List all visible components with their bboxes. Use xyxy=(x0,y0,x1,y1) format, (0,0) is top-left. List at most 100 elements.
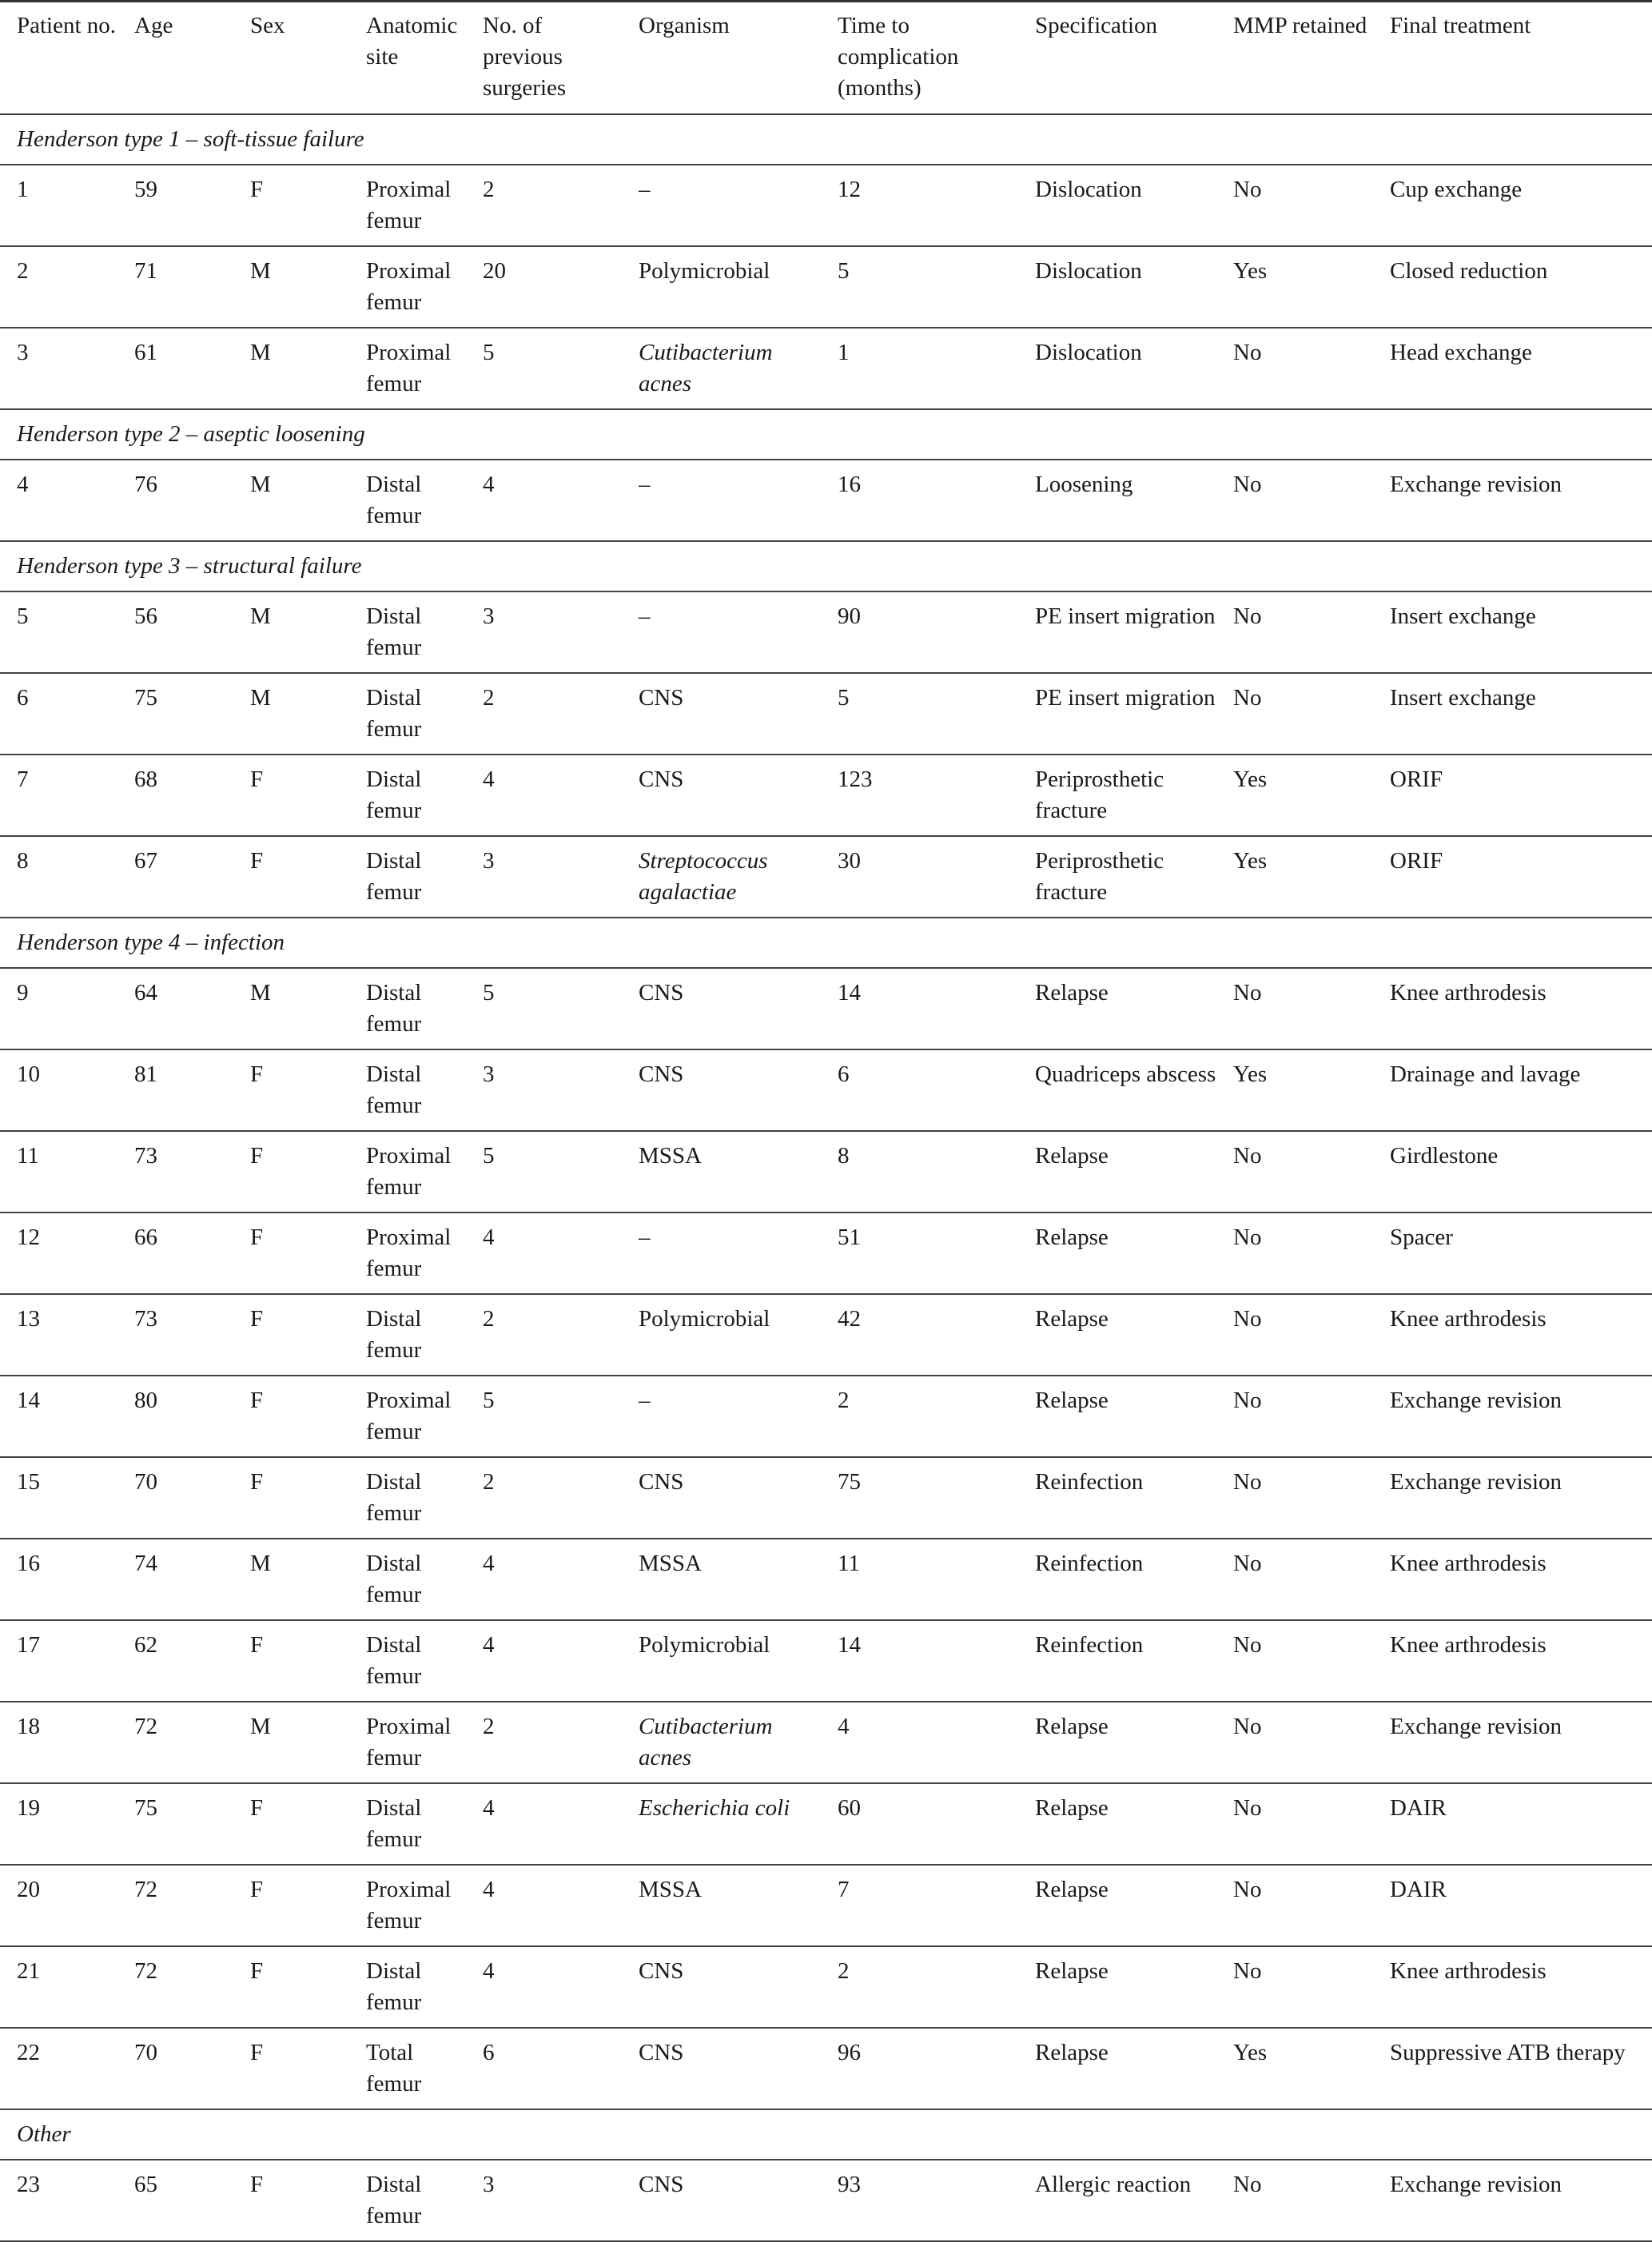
cell-previous-surgeries: 3 xyxy=(483,603,495,629)
cell-anatomic-site: Proximal femur xyxy=(366,177,452,233)
cell-patient-no: 12 xyxy=(17,1225,40,1250)
cell-age: 75 xyxy=(134,685,157,711)
cell-final-treatment: Closed reduction xyxy=(1390,258,1548,284)
cell-mmp-retained: Yes xyxy=(1233,848,1268,874)
table-row: 23 65 F Distal femur 3 CNS 93 Allergic reaction… xyxy=(0,2160,1652,2241)
cell-previous-surgeries: 2 xyxy=(483,177,495,202)
cell-mmp-retained: No xyxy=(1233,980,1262,1006)
cell-final-treatment: Exchange revision xyxy=(1390,472,1562,497)
cell-sex: F xyxy=(250,767,264,792)
section-title: Henderson type 3 – structural failure xyxy=(17,553,362,579)
cell-specification: Dislocation xyxy=(1035,258,1142,284)
table-row: 21 72 F Distal femur 4 CNS 2 Relapse No Knee arth… xyxy=(0,1946,1652,2028)
cell-patient-no: 4 xyxy=(17,472,29,497)
cell-anatomic-site: Proximal femur xyxy=(366,258,452,315)
cell-mmp-retained: No xyxy=(1233,177,1262,202)
cell-age: 76 xyxy=(134,472,157,497)
cell-age: 70 xyxy=(134,2040,157,2065)
cell-organism: MSSA xyxy=(639,1551,702,1576)
cell-organism: – xyxy=(639,177,651,202)
section-row: Henderson type 3 – structural failure xyxy=(0,541,1652,591)
cell-anatomic-site: Proximal femur xyxy=(366,340,452,396)
cell-time-to-complication: 4 xyxy=(838,1714,850,1739)
cell-specification: Relapse xyxy=(1035,980,1109,1006)
cell-time-to-complication: 8 xyxy=(838,1143,850,1169)
cell-previous-surgeries: 6 xyxy=(483,2040,495,2065)
cell-final-treatment: Drainage and lavage xyxy=(1390,1061,1581,1087)
cell-age: 74 xyxy=(134,1551,157,1576)
cell-final-treatment: Exchange revision xyxy=(1390,1388,1562,1413)
cell-time-to-complication: 2 xyxy=(838,1958,850,1984)
cell-anatomic-site: Distal femur xyxy=(366,472,422,528)
cell-specification: Relapse xyxy=(1035,1306,1109,1332)
cell-final-treatment: Exchange revision xyxy=(1390,2172,1562,2197)
cell-previous-surgeries: 4 xyxy=(483,472,495,497)
cell-age: 56 xyxy=(134,603,157,629)
cell-time-to-complication: 51 xyxy=(838,1225,861,1250)
cell-previous-surgeries: 4 xyxy=(483,767,495,792)
table-row: 6 75 M Distal femur 2 CNS 5 PE insert migration… xyxy=(0,673,1652,755)
cell-specification: Relapse xyxy=(1035,1958,1109,1984)
cell-anatomic-site: Proximal femur xyxy=(366,1143,452,1200)
cell-previous-surgeries: 4 xyxy=(483,1225,495,1250)
cell-age: 73 xyxy=(134,1306,157,1332)
cell-final-treatment: Insert exchange xyxy=(1390,603,1536,629)
cell-sex: F xyxy=(250,1388,264,1413)
cell-previous-surgeries: 20 xyxy=(483,258,506,284)
cell-organism: MSSA xyxy=(639,1877,702,1902)
cell-previous-surgeries: 4 xyxy=(483,1795,495,1821)
cell-age: 59 xyxy=(134,177,157,202)
section-row: Henderson type 1 – soft-tissue failure xyxy=(0,114,1652,165)
cell-anatomic-site: Distal femur xyxy=(366,767,422,823)
table-row: 20 72 F Proximal femur 4 MSSA 7 Relapse No DAIR xyxy=(0,1865,1652,1946)
table-row: 19 75 F Distal femur 4 Escherichia coli 60 Rela… xyxy=(0,1783,1652,1865)
cell-time-to-complication: 123 xyxy=(838,767,873,792)
column-header-patient-no: Patient no. xyxy=(17,13,117,38)
cell-time-to-complication: 93 xyxy=(838,2172,861,2197)
cell-mmp-retained: Yes xyxy=(1233,1061,1268,1087)
cell-sex: F xyxy=(250,1306,264,1332)
cell-patient-no: 11 xyxy=(17,1143,39,1169)
cell-patient-no: 9 xyxy=(17,980,29,1006)
cell-previous-surgeries: 5 xyxy=(483,1143,495,1169)
column-header-time-to-complication: Time to complication (months) xyxy=(838,13,959,101)
cell-sex: F xyxy=(250,1877,264,1902)
table-header: Patient no. Age Sex Anatomic site No. of pre… xyxy=(0,1,1652,114)
section-row: Other xyxy=(0,2109,1652,2160)
cell-sex: M xyxy=(250,685,271,711)
cell-patient-no: 17 xyxy=(17,1632,40,1658)
cell-organism: CNS xyxy=(639,767,684,792)
cell-previous-surgeries: 3 xyxy=(483,848,495,874)
cell-anatomic-site: Distal femur xyxy=(366,603,422,660)
cell-patient-no: 23 xyxy=(17,2172,40,2197)
cell-mmp-retained: No xyxy=(1233,603,1262,629)
cell-anatomic-site: Total femur xyxy=(366,2040,422,2097)
cell-time-to-complication: 11 xyxy=(838,1551,860,1576)
cell-final-treatment: Knee arthrodesis xyxy=(1390,1306,1547,1332)
cell-previous-surgeries: 4 xyxy=(483,1877,495,1902)
cell-mmp-retained: No xyxy=(1233,1225,1262,1250)
cell-age: 72 xyxy=(134,1877,157,1902)
cell-age: 72 xyxy=(134,1958,157,1984)
section-row: Henderson type 4 – infection xyxy=(0,918,1652,968)
cell-time-to-complication: 30 xyxy=(838,848,861,874)
table-row: 11 73 F Proximal femur 5 MSSA 8 Relapse No Girdle… xyxy=(0,1131,1652,1213)
cell-age: 65 xyxy=(134,2172,157,2197)
cell-organism: Cutibacterium acnes xyxy=(639,1714,773,1770)
cell-age: 68 xyxy=(134,767,157,792)
cell-age: 81 xyxy=(134,1061,157,1087)
cell-patient-no: 22 xyxy=(17,2040,40,2065)
cell-patient-no: 13 xyxy=(17,1306,40,1332)
table-row: 12 66 F Proximal femur 4 – 51 Relapse No Spacer xyxy=(0,1213,1652,1294)
cell-sex: F xyxy=(250,2172,264,2197)
cell-mmp-retained: No xyxy=(1233,472,1262,497)
cell-previous-surgeries: 2 xyxy=(483,685,495,711)
table-row: 1 59 F Proximal femur 2 – 12 Dislocation No Cup e… xyxy=(0,165,1652,246)
cell-sex: F xyxy=(250,1061,264,1087)
column-header-sex: Sex xyxy=(250,13,285,38)
cell-specification: Relapse xyxy=(1035,2040,1109,2065)
section-row: Henderson type 2 – aseptic loosening xyxy=(0,409,1652,460)
column-header-anatomic-site: Anatomic site xyxy=(366,13,458,70)
cell-final-treatment: Knee arthrodesis xyxy=(1390,1958,1547,1984)
table-row: 8 67 F Distal femur 3 Streptococcus agalactia… xyxy=(0,836,1652,918)
